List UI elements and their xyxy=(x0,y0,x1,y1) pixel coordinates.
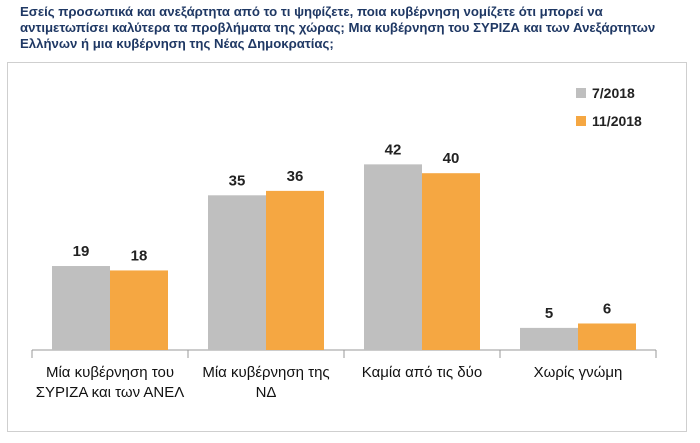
bar-value-label: 40 xyxy=(443,150,460,167)
x-axis-category-label: ΣΥΡΙΖΑ και των ΑΝΕΛ xyxy=(36,384,185,401)
bar-value-label: 19 xyxy=(73,243,90,260)
x-axis-category-label: Μία κυβέρνηση του xyxy=(46,364,174,381)
bar-value-label: 5 xyxy=(545,305,553,322)
legend-swatch-7-2018 xyxy=(576,88,586,98)
legend-label: 11/2018 xyxy=(592,113,642,129)
bar-7-2018-2 xyxy=(364,164,422,350)
chart-frame xyxy=(7,62,687,432)
bar-7-2018-3 xyxy=(520,327,578,350)
bar-7-2018-0 xyxy=(52,266,110,350)
bar-value-label: 6 xyxy=(603,300,611,317)
bar-11-2018-3 xyxy=(578,323,636,350)
x-axis-category-label: Χωρίς γνώμη xyxy=(534,364,623,381)
bar-value-label: 35 xyxy=(229,172,246,189)
bar-7-2018-1 xyxy=(208,195,266,350)
x-axis-category-label: Καμία από τις δύο xyxy=(362,364,482,381)
x-axis-category-label: ΝΔ xyxy=(256,384,277,401)
bar-11-2018-0 xyxy=(110,270,168,350)
bar-value-label: 18 xyxy=(131,247,148,264)
bar-value-label: 42 xyxy=(385,141,402,158)
x-axis-category-label: Μία κυβέρνηση της xyxy=(202,364,329,381)
bar-value-label: 36 xyxy=(287,168,304,185)
bar-11-2018-2 xyxy=(422,173,480,350)
bar-11-2018-1 xyxy=(266,190,324,350)
legend-label: 7/2018 xyxy=(592,85,635,101)
legend-swatch-11-2018 xyxy=(576,116,586,126)
chart-question-title: Εσείς προσωπικά και ανεξάρτητα από το τι… xyxy=(20,4,656,51)
